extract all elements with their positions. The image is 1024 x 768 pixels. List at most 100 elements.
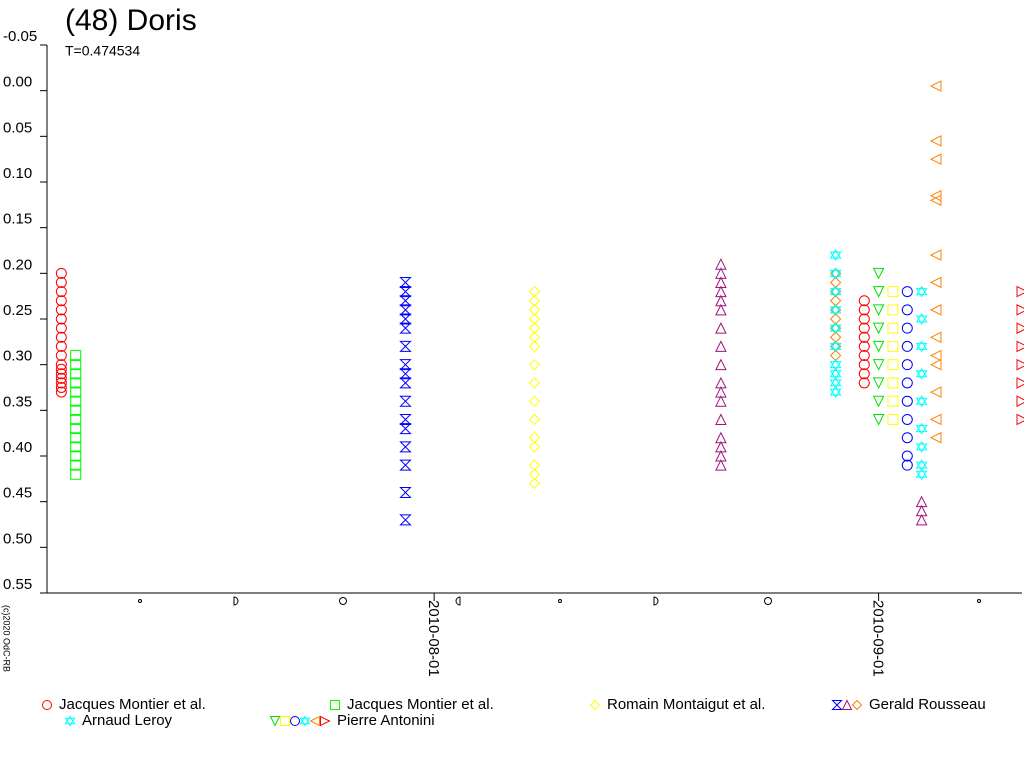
- data-point: [70, 441, 82, 453]
- data-point: [829, 249, 842, 262]
- data-point: [929, 304, 942, 316]
- data-point: [929, 349, 942, 362]
- data-point: [1016, 304, 1024, 316]
- y-tick-label: 0.50: [3, 530, 32, 547]
- legend-marker: [330, 700, 340, 710]
- data-point: [55, 368, 67, 380]
- data-point: [70, 377, 82, 389]
- y-tick-label: 0.45: [3, 485, 32, 502]
- legend-marker: [64, 715, 76, 727]
- data-point: [528, 340, 541, 353]
- data-point: [399, 286, 412, 298]
- data-point: [528, 441, 541, 453]
- legend-label: Gerald Rousseau: [869, 696, 986, 713]
- data-point: [858, 359, 870, 371]
- data-point: [872, 359, 885, 371]
- data-point: [887, 286, 899, 298]
- data-point: [55, 331, 67, 343]
- data-point: [1016, 285, 1024, 298]
- data-point: [399, 441, 412, 453]
- legend-label: Arnaud Leroy: [82, 712, 173, 729]
- data-point: [915, 459, 928, 472]
- data-point: [55, 286, 67, 298]
- legend-marker: [589, 699, 601, 711]
- data-point: [829, 376, 842, 389]
- data-point: [829, 322, 842, 335]
- data-point: [70, 450, 82, 462]
- data-point: [715, 322, 727, 334]
- data-point: [399, 295, 412, 307]
- data-point: [399, 514, 412, 526]
- data-point: [872, 413, 885, 426]
- data-point: [70, 350, 82, 362]
- legend-label: Romain Montaigut et al.: [607, 696, 765, 713]
- data-point: [829, 386, 842, 399]
- data-point: [399, 322, 412, 334]
- data-point: [929, 153, 942, 165]
- y-tick-label: 0.10: [3, 165, 32, 182]
- data-point: [528, 413, 541, 426]
- data-point: [887, 322, 899, 334]
- data-point: [528, 377, 541, 389]
- data-point: [858, 368, 870, 380]
- y-tick-label: 0.25: [3, 302, 32, 319]
- legend-label: Pierre Antonini: [337, 712, 435, 729]
- data-point: [829, 285, 842, 298]
- data-point: [901, 432, 913, 444]
- data-point: [915, 340, 928, 353]
- data-point: [399, 377, 412, 389]
- data-point: [55, 359, 67, 371]
- data-point: [399, 459, 412, 471]
- data-point: [399, 423, 412, 435]
- data-point: [528, 477, 541, 490]
- data-point: [55, 295, 67, 307]
- data-point: [528, 322, 541, 334]
- data-point: [858, 295, 870, 307]
- y-tick-label: 0.00: [3, 74, 32, 91]
- data-point: [55, 350, 67, 362]
- data-point: [915, 395, 928, 408]
- data-point: [901, 450, 913, 462]
- data-point: [929, 194, 942, 207]
- data-point: [399, 395, 412, 407]
- data-point: [829, 340, 842, 353]
- data-point: [528, 468, 541, 480]
- data-point: [915, 313, 928, 325]
- data-point: [1016, 322, 1024, 334]
- data-point: [887, 413, 899, 425]
- data-point: [528, 313, 541, 325]
- data-point: [887, 340, 899, 352]
- legend-marker: [299, 715, 311, 727]
- data-point: [901, 377, 913, 389]
- data-point: [715, 459, 727, 471]
- data-point: [901, 359, 913, 371]
- legend-marker: [269, 716, 281, 727]
- data-point: [715, 358, 727, 371]
- chart-subtitle: T=0.474534: [65, 43, 140, 59]
- data-point: [872, 304, 885, 316]
- data-point: [887, 304, 899, 316]
- data-point: [901, 304, 913, 316]
- data-point: [528, 285, 541, 298]
- data-point: [55, 276, 67, 288]
- data-point: [929, 276, 942, 289]
- legend-marker: [42, 700, 52, 710]
- data-point: [1016, 340, 1024, 353]
- y-tick-label: 0.05: [3, 119, 32, 136]
- x-tick-label: 2010-08-01: [425, 600, 442, 677]
- data-point: [872, 322, 885, 335]
- data-point: [915, 422, 928, 435]
- data-point: [1016, 413, 1024, 426]
- data-point: [70, 459, 82, 471]
- legend-marker: [320, 715, 331, 727]
- data-point: [901, 322, 913, 334]
- data-point: [929, 431, 942, 444]
- data-point: [55, 267, 67, 279]
- data-point: [70, 413, 82, 425]
- data-point: [901, 395, 913, 407]
- data-point: [715, 395, 727, 407]
- y-tick-label: 0.20: [3, 256, 32, 273]
- data-point: [858, 350, 870, 362]
- data-point: [901, 413, 913, 425]
- data-point: [528, 395, 541, 407]
